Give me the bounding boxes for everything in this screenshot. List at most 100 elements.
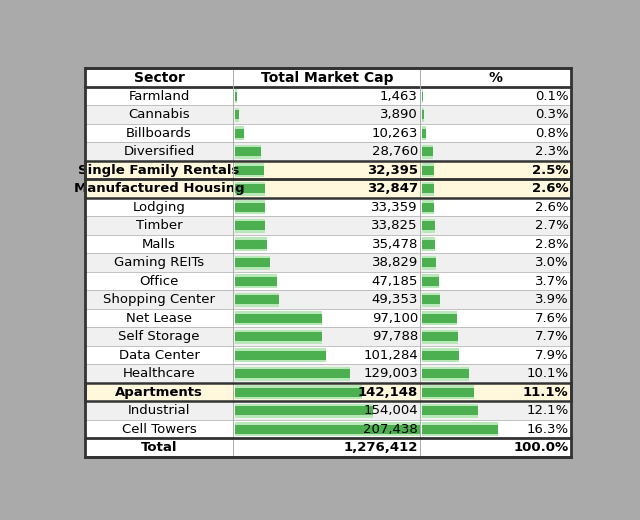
Bar	[235, 147, 261, 156]
Bar	[422, 163, 434, 177]
Bar	[85, 309, 571, 327]
Bar	[422, 218, 435, 232]
Bar	[422, 128, 426, 138]
Text: Data Center: Data Center	[118, 348, 200, 361]
Text: Farmland: Farmland	[129, 89, 190, 102]
Bar	[422, 387, 474, 397]
Bar	[235, 385, 362, 399]
Text: Industrial: Industrial	[128, 404, 190, 417]
Bar	[235, 255, 270, 270]
Text: 97,100: 97,100	[372, 311, 418, 324]
Text: 28,760: 28,760	[372, 145, 418, 158]
Bar	[235, 203, 265, 212]
Bar	[85, 438, 571, 457]
Text: 2.5%: 2.5%	[532, 164, 568, 177]
Text: Cannabis: Cannabis	[128, 108, 190, 121]
Text: Sector: Sector	[134, 71, 184, 85]
Text: Billboards: Billboards	[126, 127, 192, 140]
Text: 3.7%: 3.7%	[535, 275, 568, 288]
Text: Timber: Timber	[136, 219, 182, 232]
Bar	[235, 369, 350, 378]
Bar	[235, 422, 420, 436]
Bar	[85, 161, 571, 179]
Bar	[235, 92, 237, 101]
Text: 33,359: 33,359	[371, 201, 418, 214]
Bar	[235, 128, 244, 138]
Bar	[85, 383, 571, 401]
Text: 49,353: 49,353	[371, 293, 418, 306]
Bar	[85, 69, 571, 87]
Text: 47,185: 47,185	[371, 275, 418, 288]
Bar	[422, 406, 478, 415]
Bar	[85, 216, 571, 235]
Bar	[422, 332, 458, 341]
Text: Office: Office	[140, 275, 179, 288]
Bar	[85, 253, 571, 272]
Bar	[422, 422, 498, 436]
Bar	[235, 406, 372, 415]
Text: 3.9%: 3.9%	[535, 293, 568, 306]
Bar	[422, 314, 458, 322]
Text: Apartments: Apartments	[115, 385, 203, 398]
Bar	[235, 221, 266, 230]
Text: Net Lease: Net Lease	[126, 311, 192, 324]
Bar	[422, 311, 458, 325]
Bar	[235, 200, 265, 214]
Text: 207,438: 207,438	[363, 423, 418, 436]
Bar	[235, 295, 279, 304]
Text: Healthcare: Healthcare	[123, 367, 195, 380]
Bar	[235, 126, 244, 140]
Text: 32,395: 32,395	[367, 164, 418, 177]
Bar	[422, 108, 424, 122]
Text: 7.9%: 7.9%	[535, 348, 568, 361]
Bar	[422, 126, 426, 140]
Text: Total: Total	[141, 441, 177, 454]
Bar	[85, 346, 571, 365]
Bar	[85, 179, 571, 198]
Text: 32,847: 32,847	[367, 182, 418, 195]
Bar	[235, 258, 270, 267]
Text: 0.3%: 0.3%	[535, 108, 568, 121]
Bar	[235, 404, 372, 418]
Text: 11.1%: 11.1%	[523, 385, 568, 398]
Text: 100.0%: 100.0%	[513, 441, 568, 454]
Text: 142,148: 142,148	[358, 385, 418, 398]
Text: Total Market Cap: Total Market Cap	[260, 71, 393, 85]
Text: 3,890: 3,890	[380, 108, 418, 121]
Bar	[422, 367, 469, 381]
Bar	[85, 198, 571, 216]
Text: 12.1%: 12.1%	[526, 404, 568, 417]
Text: Single Family Rentals: Single Family Rentals	[78, 164, 240, 177]
Bar	[422, 184, 435, 193]
Text: 7.6%: 7.6%	[535, 311, 568, 324]
Bar	[422, 277, 440, 285]
Bar	[235, 184, 264, 193]
Bar	[422, 274, 440, 288]
Bar	[422, 258, 436, 267]
Bar	[235, 181, 264, 196]
Bar	[235, 237, 267, 251]
Text: Manufactured Housing: Manufactured Housing	[74, 182, 244, 195]
Bar	[85, 327, 571, 346]
Text: 3.0%: 3.0%	[535, 256, 568, 269]
Bar	[422, 348, 459, 362]
Bar	[422, 200, 435, 214]
Text: 0.1%: 0.1%	[535, 89, 568, 102]
Text: 2.3%: 2.3%	[535, 145, 568, 158]
Bar	[422, 404, 478, 418]
Bar	[422, 166, 434, 175]
Bar	[235, 424, 420, 434]
Text: 7.7%: 7.7%	[535, 330, 568, 343]
Text: 33,825: 33,825	[371, 219, 418, 232]
Bar	[422, 203, 435, 212]
Bar	[85, 235, 571, 253]
Bar	[235, 348, 326, 362]
Bar	[235, 330, 323, 344]
Bar	[85, 365, 571, 383]
Text: 97,788: 97,788	[372, 330, 418, 343]
Bar	[422, 237, 435, 251]
Text: Shopping Center: Shopping Center	[103, 293, 215, 306]
Text: 16.3%: 16.3%	[527, 423, 568, 436]
Text: 154,004: 154,004	[364, 404, 418, 417]
Bar	[85, 106, 571, 124]
